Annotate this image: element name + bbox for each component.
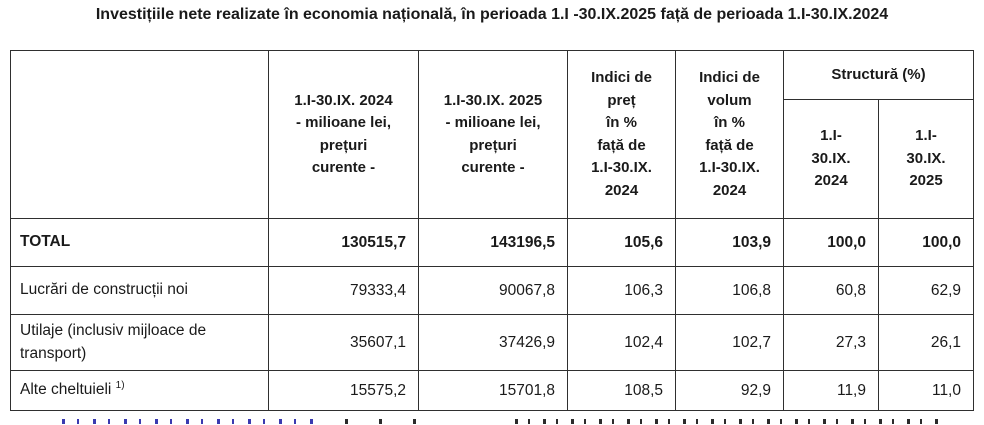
cell-other-volume-index: 92,9 [675, 370, 784, 411]
table-row-other-expenses: Alte cheltuieli 1) 15575,2 15701,8 108,5… [10, 370, 974, 411]
row-label-other-expenses-text: Alte cheltuieli [20, 381, 112, 399]
row-label-total: TOTAL [10, 218, 269, 267]
page-title: Investițiile nete realizate în economia … [95, 6, 889, 23]
cell-total-2024-value: 130515,7 [268, 218, 419, 267]
cell-equipment-2025-value: 37426,9 [418, 314, 568, 371]
cell-total-price-index: 105,6 [567, 218, 676, 267]
cell-constructions-structure-2025: 62,9 [878, 266, 974, 315]
cell-total-structure-2024: 100,0 [783, 218, 879, 267]
cell-equipment-price-index: 102,4 [567, 314, 676, 371]
clipped-footnote-dark-fragment-2 [515, 419, 945, 424]
header-structure-2024: 1.I- 30.IX. 2024 [783, 99, 879, 219]
cell-constructions-price-index: 106,3 [567, 266, 676, 315]
cell-equipment-volume-index: 102,7 [675, 314, 784, 371]
clipped-footnote-dark-fragment-1 [345, 419, 445, 424]
table-row-equipment: Utilaje (inclusiv mijloace de transport)… [10, 314, 974, 371]
table-row-new-constructions: Lucrări de construcții noi 79333,4 90067… [10, 266, 974, 315]
cell-other-2024-value: 15575,2 [268, 370, 419, 411]
cell-equipment-structure-2024: 27,3 [783, 314, 879, 371]
cell-other-structure-2024: 11,9 [783, 370, 879, 411]
cell-other-structure-2025: 11,0 [878, 370, 974, 411]
header-structure-2025: 1.I- 30.IX. 2025 [878, 99, 974, 219]
row-label-equipment: Utilaje (inclusiv mijloace de transport) [10, 314, 269, 371]
header-price-index: Indici de preț în % față de 1.I-30.IX. 2… [567, 50, 676, 219]
cell-equipment-2024-value: 35607,1 [268, 314, 419, 371]
cell-total-2025-value: 143196,5 [418, 218, 568, 267]
cell-constructions-2024-value: 79333,4 [268, 266, 419, 315]
clipped-footnote-blue-fragment [62, 419, 322, 424]
header-2024-million-lei: 1.I-30.IX. 2024 - milioane lei, prețuri … [268, 50, 419, 219]
row-label-other-expenses: Alte cheltuieli 1) [10, 370, 269, 411]
header-structure-group: Structură (%) [783, 50, 974, 100]
cell-constructions-2025-value: 90067,8 [418, 266, 568, 315]
cell-total-structure-2025: 100,0 [878, 218, 974, 267]
header-volume-index: Indici de volum în % față de 1.I-30.IX. … [675, 50, 784, 219]
header-2025-million-lei: 1.I-30.IX. 2025 - milioane lei, prețuri … [418, 50, 568, 219]
investments-table: 1.I-30.IX. 2024 - milioane lei, prețuri … [10, 50, 974, 411]
cell-other-price-index: 108,5 [567, 370, 676, 411]
footnote-marker: 1) [115, 380, 125, 392]
corner-header-cell [10, 50, 269, 219]
clipped-footnote-line [10, 417, 973, 425]
table-row-total: TOTAL 130515,7 143196,5 105,6 103,9 100,… [10, 218, 974, 267]
row-label-new-constructions: Lucrări de construcții noi [10, 266, 269, 315]
cell-other-2025-value: 15701,8 [418, 370, 568, 411]
cell-constructions-volume-index: 106,8 [675, 266, 784, 315]
cell-total-volume-index: 103,9 [675, 218, 784, 267]
cell-constructions-structure-2024: 60,8 [783, 266, 879, 315]
cell-equipment-structure-2025: 26,1 [878, 314, 974, 371]
